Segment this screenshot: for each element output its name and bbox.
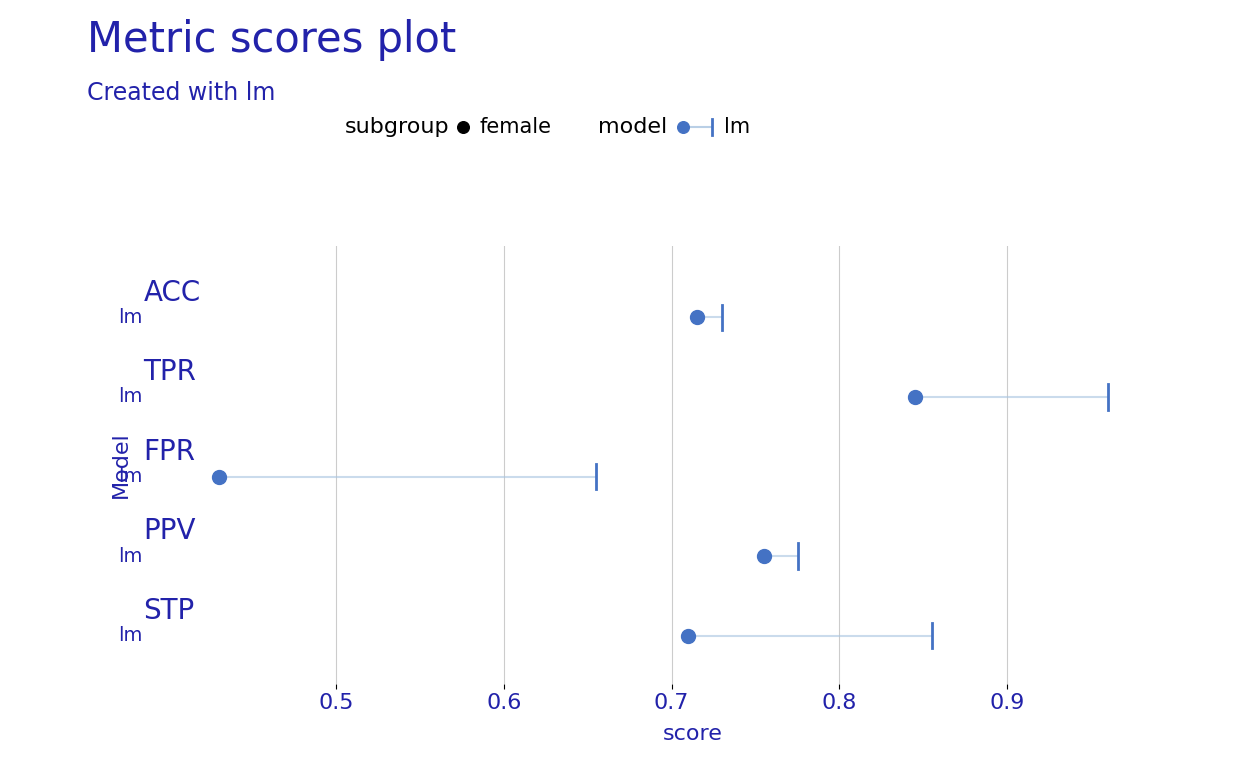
Text: ACC: ACC [144, 279, 201, 306]
Point [679, 630, 699, 642]
Text: TPR: TPR [144, 359, 196, 386]
Text: FPR: FPR [144, 438, 196, 466]
Text: Created with lm: Created with lm [87, 81, 276, 104]
Point [686, 311, 706, 323]
Text: lm: lm [119, 547, 144, 566]
Text: subgroup: subgroup [344, 117, 449, 137]
Text: lm: lm [119, 626, 144, 645]
Text: PPV: PPV [144, 518, 196, 545]
Point [453, 121, 473, 133]
Text: model: model [599, 117, 668, 137]
X-axis label: score: score [663, 724, 723, 744]
Text: lm: lm [119, 308, 144, 327]
Point [905, 391, 925, 403]
Text: lm: lm [119, 467, 144, 486]
Text: Metric scores plot: Metric scores plot [87, 19, 457, 61]
Point [754, 550, 774, 562]
Text: female: female [479, 117, 552, 137]
Point [674, 121, 694, 133]
Y-axis label: Model: Model [111, 432, 131, 498]
Point [208, 471, 228, 483]
Text: STP: STP [144, 597, 195, 625]
Text: lm: lm [724, 117, 750, 137]
Text: lm: lm [119, 388, 144, 406]
